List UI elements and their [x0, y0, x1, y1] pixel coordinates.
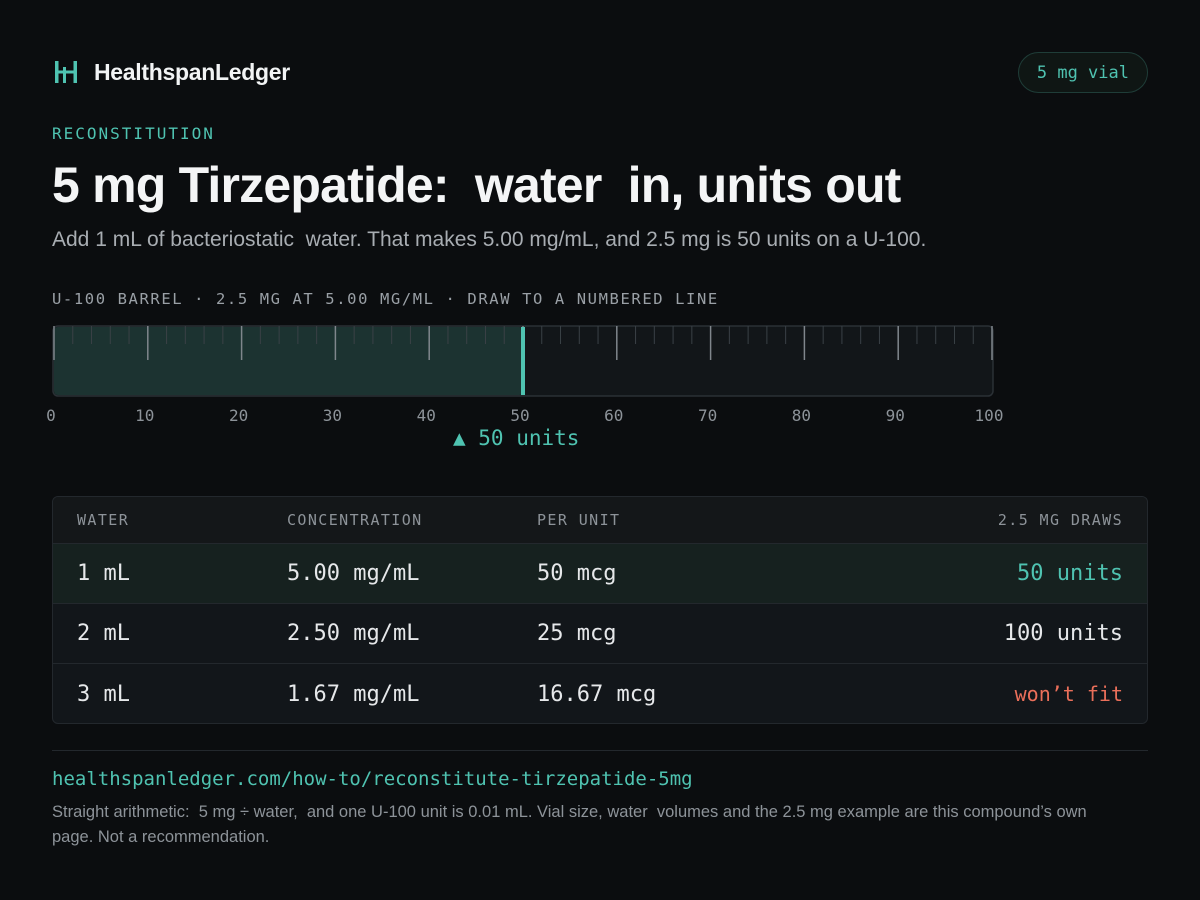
header-per-unit: PER UNIT — [537, 511, 621, 529]
tick-label: 80 — [792, 406, 811, 425]
page-title: 5 mg Tirzepatide: water in, units out — [52, 157, 901, 213]
tick-label: 20 — [229, 406, 248, 425]
vial-size-badge: 5 mg vial — [1017, 52, 1148, 93]
cell-water: 2 mL — [77, 621, 130, 646]
tick-label: 10 — [135, 406, 154, 425]
cell-water: 1 mL — [77, 561, 130, 586]
table-row[interactable]: 1 mL 5.00 mg/mL 50 mcg 50 units — [53, 544, 1147, 604]
cell-per-unit: 50 mcg — [537, 561, 617, 586]
cell-per-unit: 25 mcg — [537, 621, 617, 646]
page-subtitle: Add 1 mL of bacteriostatic water. That m… — [52, 228, 927, 251]
dose-marker-label: ▲ 50 units — [453, 426, 580, 450]
header-water: WATER — [77, 511, 130, 529]
plunger-line — [521, 327, 525, 395]
tick-label: 90 — [886, 406, 905, 425]
footnote: Straight arithmetic: 5 mg ÷ water, and o… — [52, 803, 1092, 846]
dilution-table: WATER CONCENTRATION PER UNIT 2.5 MG DRAW… — [52, 496, 1148, 724]
logo-icon — [52, 58, 80, 86]
cell-concentration: 5.00 mg/mL — [287, 561, 420, 586]
tick-label: 70 — [698, 406, 717, 425]
cell-draws: 100 units — [1003, 621, 1123, 646]
table-row[interactable]: 3 mL 1.67 mg/mL 16.67 mcg won’t fit — [53, 664, 1147, 723]
cell-per-unit: 16.67 mcg — [537, 681, 657, 707]
barrel-fill — [54, 327, 523, 395]
table-header: WATER CONCENTRATION PER UNIT 2.5 MG DRAW… — [53, 497, 1147, 544]
tick-label: 50 — [510, 406, 529, 425]
syringe-caption: U-100 BARREL · 2.5 MG AT 5.00 MG/ML · DR… — [52, 290, 719, 308]
table-row[interactable]: 2 mL 2.50 mg/mL 25 mcg 100 units — [53, 604, 1147, 664]
header-draws: 2.5 MG DRAWS — [997, 511, 1123, 529]
tick-label: 40 — [417, 406, 436, 425]
tick-label: 100 — [975, 406, 1004, 425]
section-eyebrow: RECONSTITUTION — [52, 124, 215, 143]
tick-label: 60 — [604, 406, 623, 425]
cell-concentration: 1.67 mg/mL — [287, 681, 420, 707]
cell-concentration: 2.50 mg/mL — [287, 621, 420, 646]
cell-draws: 50 units — [1017, 561, 1123, 586]
syringe-barrel: 0 10 20 30 40 50 60 70 80 90 100 — [46, 325, 1004, 425]
brand[interactable]: HealthspanLedger — [52, 58, 290, 86]
cell-water: 3 mL — [77, 681, 130, 707]
header-concentration: CONCENTRATION — [287, 511, 423, 529]
brand-name: HealthspanLedger — [94, 58, 290, 85]
tick-label: 30 — [323, 406, 342, 425]
source-link[interactable]: healthspanledger.com/how-to/reconstitute… — [52, 768, 693, 790]
tick-label: 0 — [46, 406, 56, 425]
cell-draws-warning: won’t fit — [1014, 682, 1123, 706]
footer-divider — [52, 750, 1148, 751]
